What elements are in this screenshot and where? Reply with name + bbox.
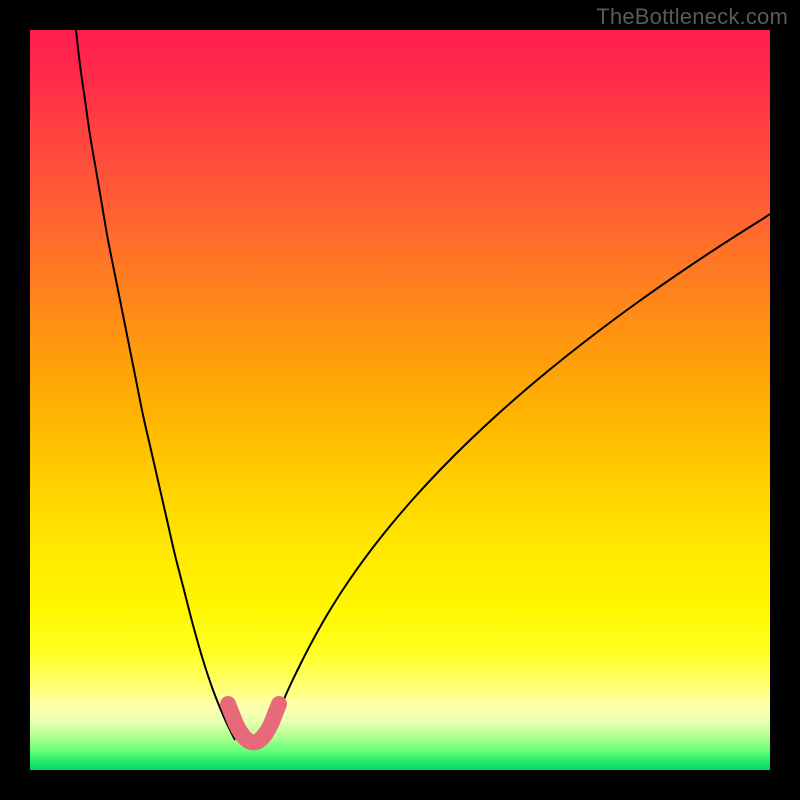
plot-area bbox=[30, 30, 770, 770]
watermark-text: TheBottleneck.com bbox=[596, 4, 788, 30]
optimal-range-highlight bbox=[228, 704, 279, 742]
optimal-marker bbox=[30, 30, 770, 770]
chart-container: TheBottleneck.com bbox=[0, 0, 800, 800]
